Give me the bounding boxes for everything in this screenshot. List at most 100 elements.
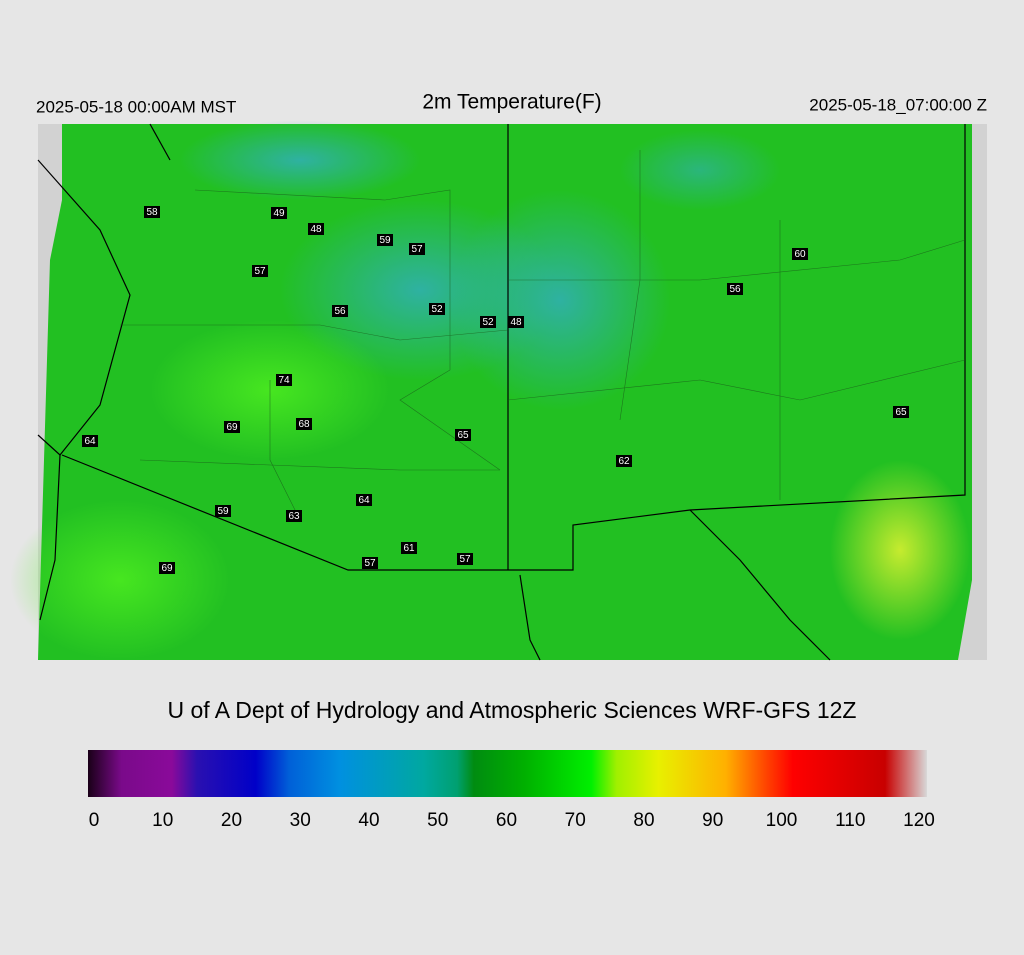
- border: [37, 159, 131, 456]
- state-borders: [37, 123, 966, 661]
- station: 49: [271, 207, 287, 219]
- station-box: [308, 223, 324, 235]
- station-box: [271, 207, 287, 219]
- station: 69: [159, 562, 175, 574]
- station-value: 57: [254, 266, 266, 277]
- station-value: 74: [278, 375, 290, 386]
- color-bar-tick-label: 90: [702, 810, 723, 831]
- station-box: [616, 455, 632, 467]
- station: 74: [276, 374, 292, 386]
- color-bar-tick-label: 60: [496, 810, 517, 831]
- station: 68: [296, 418, 312, 430]
- station: 58: [144, 206, 160, 218]
- color-bar-tick-label: 80: [633, 810, 654, 831]
- station-box: [159, 562, 175, 574]
- border: [139, 459, 500, 471]
- station-value: 63: [288, 511, 300, 522]
- station-value: 57: [364, 558, 376, 569]
- station-value: 57: [411, 244, 423, 255]
- station-value: 52: [431, 304, 443, 315]
- station: 69: [224, 421, 240, 433]
- station: 65: [893, 406, 909, 418]
- border: [149, 123, 171, 161]
- station-value: 68: [298, 419, 310, 430]
- station-value: 56: [729, 284, 741, 295]
- border: [508, 239, 966, 281]
- warm-area: [10, 500, 230, 660]
- border: [194, 189, 501, 471]
- station-value: 56: [334, 306, 346, 317]
- station: 57: [362, 557, 378, 569]
- station-value: 52: [482, 317, 494, 328]
- border: [519, 574, 541, 661]
- color-bar-ticks: 0 10 20 30 40 50 60 70 80 90 100 110 120: [89, 810, 935, 831]
- color-bar-tick-label: 50: [427, 810, 448, 831]
- border: [689, 509, 831, 661]
- station-box: [508, 316, 524, 328]
- station-value: 61: [403, 543, 415, 554]
- color-bar-tick-label: 70: [565, 810, 586, 831]
- valid-time-local: 2025-05-18 00:00AM MST: [36, 97, 236, 116]
- station-value: 59: [217, 506, 229, 517]
- station: 57: [457, 553, 473, 565]
- station-value: 65: [457, 430, 469, 441]
- footer-credit: U of A Dept of Hydrology and Atmospheric…: [167, 697, 856, 723]
- station-box: [457, 553, 473, 565]
- station: 56: [332, 305, 348, 317]
- station-value: 49: [273, 208, 285, 219]
- station-value: 69: [226, 422, 238, 433]
- station-box: [82, 435, 98, 447]
- station-box: [792, 248, 808, 260]
- map-title: 2m Temperature(F): [422, 91, 601, 114]
- border: [507, 359, 966, 401]
- station-value: 48: [510, 317, 522, 328]
- color-bar-tick-label: 100: [766, 810, 798, 831]
- warm-area: [830, 460, 970, 640]
- cool-area: [450, 190, 670, 410]
- station-box: [401, 542, 417, 554]
- station-box: [296, 418, 312, 430]
- cool-area: [180, 120, 420, 200]
- station-box: [409, 243, 425, 255]
- station: 57: [409, 243, 425, 255]
- station-value: 59: [379, 235, 391, 246]
- station-box: [215, 505, 231, 517]
- cool-area: [620, 130, 780, 210]
- station-box: [356, 494, 372, 506]
- station: 52: [429, 303, 445, 315]
- station-box: [252, 265, 268, 277]
- station-box: [362, 557, 378, 569]
- border: [61, 124, 966, 571]
- station: 48: [508, 316, 524, 328]
- station: 59: [215, 505, 231, 517]
- border: [120, 324, 509, 341]
- valid-time-utc: 2025-05-18_07:00:00 Z: [809, 95, 987, 114]
- station: 61: [401, 542, 417, 554]
- border: [269, 380, 301, 521]
- station-value: 64: [358, 495, 370, 506]
- station: 63: [286, 510, 302, 522]
- station-value: 57: [459, 554, 471, 565]
- station-value: 60: [794, 249, 806, 260]
- station: 56: [727, 283, 743, 295]
- station-labels: 58 49 48 59 57 57 60 56 56 52 52 48 74 65 69 68 65 64 62 64…: [82, 206, 909, 574]
- color-bar-tick-label: 120: [903, 810, 935, 831]
- station-value: 62: [618, 456, 630, 467]
- station: 57: [252, 265, 268, 277]
- station-box: [480, 316, 496, 328]
- station-value: 64: [84, 436, 96, 447]
- station-box: [224, 421, 240, 433]
- border: [39, 454, 61, 621]
- station-value: 65: [895, 407, 907, 418]
- station-box: [332, 305, 348, 317]
- station-box: [144, 206, 160, 218]
- color-bar-tick-label: 20: [221, 810, 242, 831]
- station: 62: [616, 455, 632, 467]
- station: 64: [82, 435, 98, 447]
- color-bar-tick-label: 0: [89, 810, 100, 831]
- station: 59: [377, 234, 393, 246]
- station: 65: [455, 429, 471, 441]
- station-box: [377, 234, 393, 246]
- station-value: 48: [310, 224, 322, 235]
